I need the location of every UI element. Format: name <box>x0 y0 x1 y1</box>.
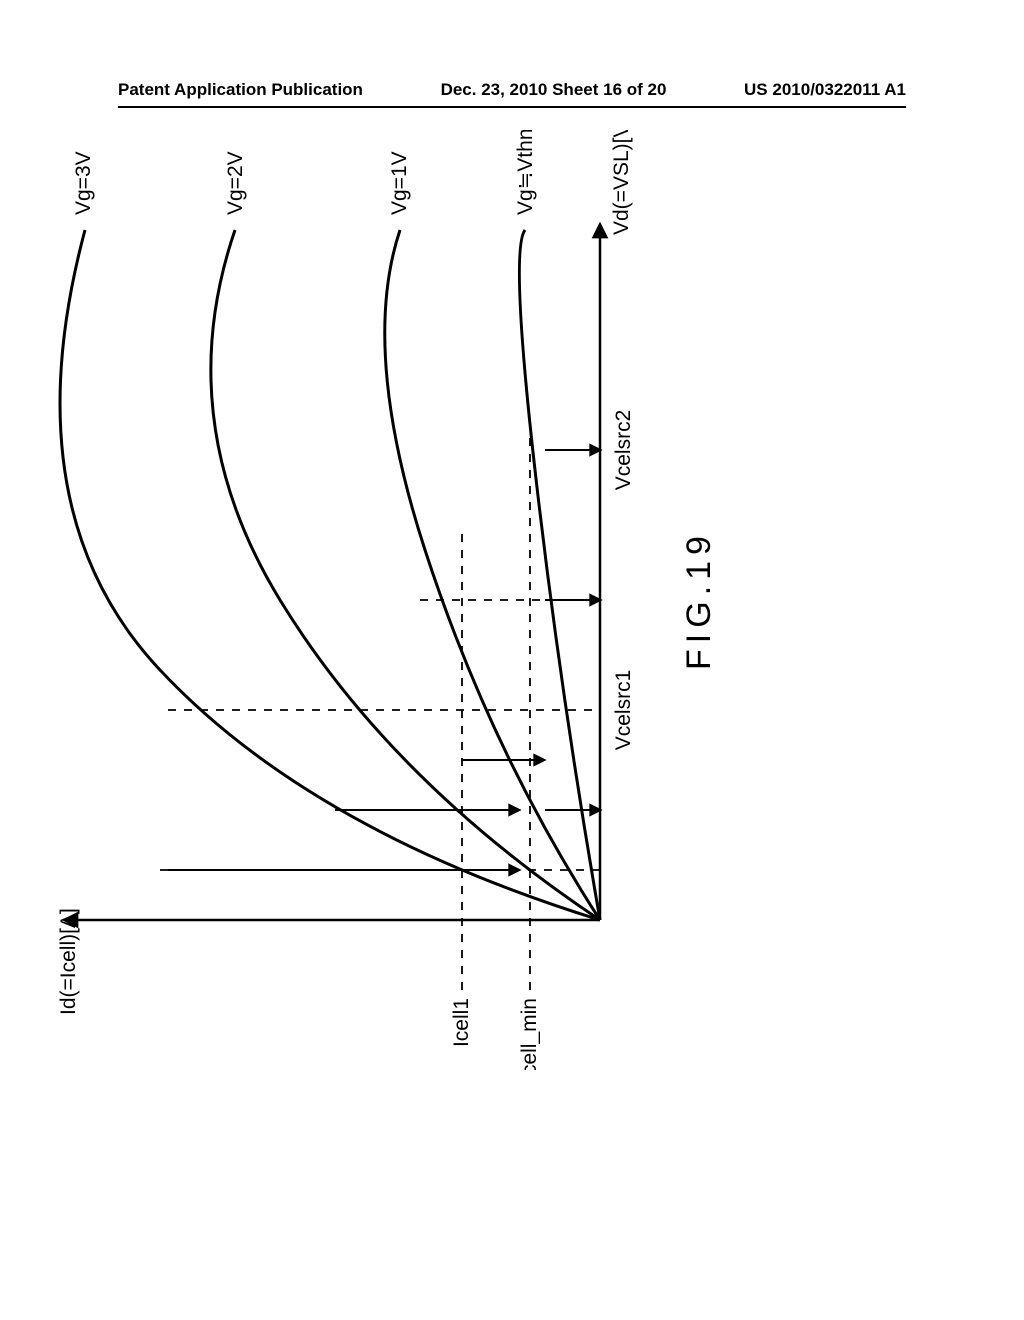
page-header: Patent Application Publication Dec. 23, … <box>0 80 1024 100</box>
curve-label-vg2: Vg=2V <box>224 151 247 215</box>
xtick-vcelsrc2: Vcelsrc2 <box>612 410 635 491</box>
curve-vg-1v <box>385 230 600 920</box>
y-axis-label: Id(=Icell)[A] <box>57 908 80 1015</box>
x-axis-markers <box>545 450 596 810</box>
header-center: Dec. 23, 2010 Sheet 16 of 20 <box>441 80 667 100</box>
xtick-vcelsrc1: Vcelsrc1 <box>612 670 635 751</box>
curve-label-vg1: Vg=1V <box>388 151 411 215</box>
x-axis-label: Vd(=VSL)[V] <box>610 130 633 235</box>
ytick-icellmin: Icell_min <box>518 998 541 1070</box>
curve-label-vgthn: Vg≒Vthn <box>514 130 537 215</box>
vertical-arrows <box>168 760 540 870</box>
header-left: Patent Application Publication <box>118 80 363 100</box>
curve-vg-2v <box>211 230 600 920</box>
ytick-icell1: Icell1 <box>450 998 473 1047</box>
curve-label-vg3: Vg=3V <box>72 151 95 215</box>
header-rule <box>118 106 906 108</box>
header-right: US 2010/0322011 A1 <box>744 80 906 100</box>
iv-curves-chart: Id(=Icell)[A] Vd(=VSL)[V] Vg=3V Vg=2V Vg… <box>30 130 730 1070</box>
iv-chart-container: Id(=Icell)[A] Vd(=VSL)[V] Vg=3V Vg=2V Vg… <box>30 190 970 1070</box>
curve-vg-vthn <box>519 230 600 920</box>
curve-vg-3v <box>60 230 600 920</box>
figure-title: FIG.19 <box>680 530 718 670</box>
